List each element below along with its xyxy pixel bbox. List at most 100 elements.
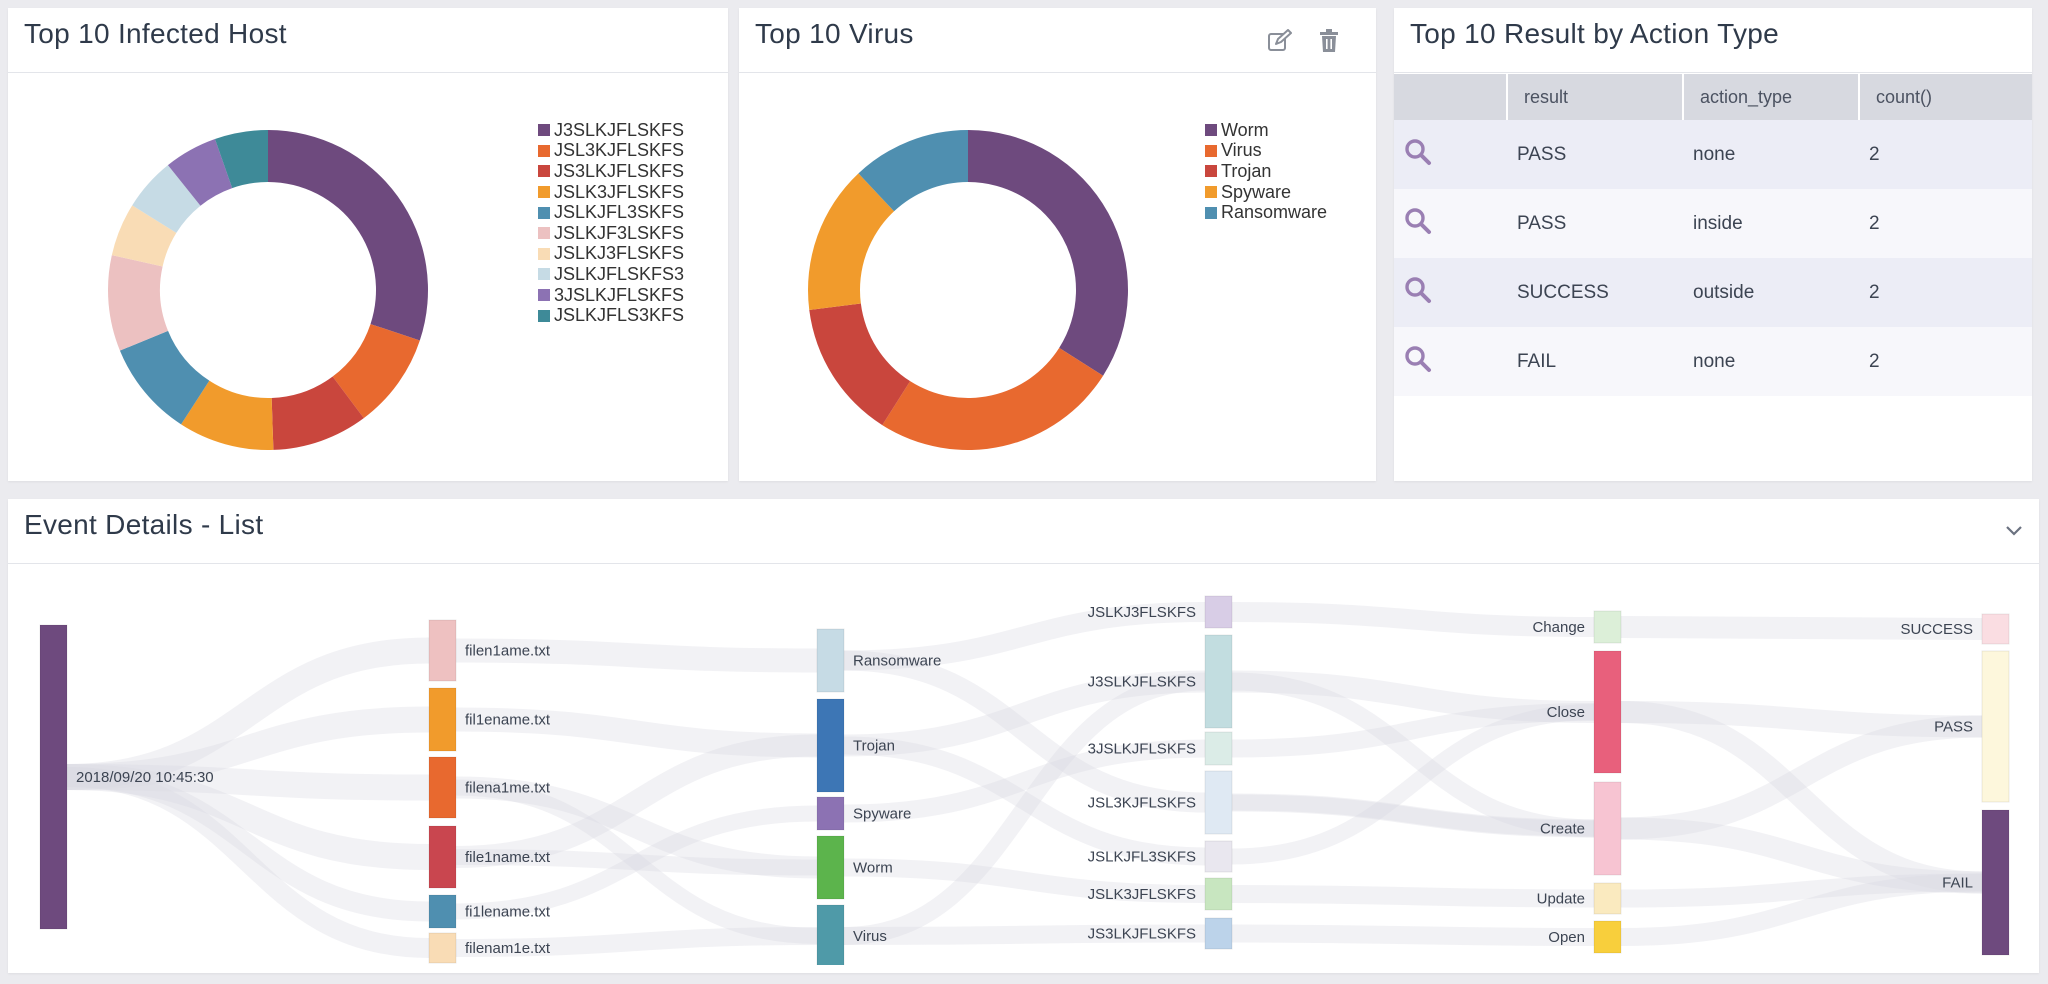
sankey-link[interactable] bbox=[843, 858, 1206, 903]
sankey-node[interactable] bbox=[1204, 917, 1233, 950]
sankey-node[interactable] bbox=[428, 894, 457, 929]
sankey-link[interactable] bbox=[1620, 873, 1983, 908]
legend-item[interactable]: Virus bbox=[1205, 140, 1327, 162]
sankey-node[interactable] bbox=[816, 698, 845, 793]
sankey-link[interactable] bbox=[455, 734, 818, 868]
sankey-node[interactable] bbox=[1204, 770, 1233, 835]
sankey-link[interactable] bbox=[1231, 924, 1595, 946]
search-icon[interactable] bbox=[1404, 345, 1432, 379]
sankey-link[interactable] bbox=[66, 764, 430, 801]
sankey-link[interactable] bbox=[1620, 701, 1983, 894]
sankey-link[interactable] bbox=[1231, 602, 1595, 637]
sankey-node[interactable] bbox=[1981, 650, 2010, 803]
sankey-link[interactable] bbox=[843, 650, 1206, 813]
sankey-link[interactable] bbox=[1231, 794, 1595, 837]
sankey-link[interactable] bbox=[1231, 793, 1595, 838]
table-row[interactable]: PASS inside 2 bbox=[1394, 189, 2032, 258]
legend-item[interactable]: JSLK3JFLSKFS bbox=[538, 182, 684, 203]
sankey-node[interactable] bbox=[1593, 781, 1622, 876]
sankey-node[interactable] bbox=[1593, 650, 1622, 774]
sankey-node[interactable] bbox=[816, 628, 845, 693]
sankey-link[interactable] bbox=[66, 767, 430, 922]
donut-slice[interactable] bbox=[882, 347, 1104, 450]
sankey-node[interactable] bbox=[428, 932, 457, 964]
sankey-link[interactable] bbox=[1231, 703, 1595, 758]
sankey-node[interactable] bbox=[1204, 634, 1233, 729]
table-row[interactable]: FAIL none 2 bbox=[1394, 327, 2032, 396]
sankey-link[interactable] bbox=[843, 672, 1206, 945]
table-row[interactable]: SUCCESS outside 2 bbox=[1394, 258, 2032, 327]
sankey-node[interactable] bbox=[1204, 877, 1233, 911]
trash-icon[interactable] bbox=[1314, 26, 1344, 56]
sankey-node[interactable] bbox=[816, 796, 845, 831]
donut-slice[interactable] bbox=[332, 324, 420, 419]
sankey-link[interactable] bbox=[455, 638, 818, 673]
sankey-link[interactable] bbox=[455, 805, 818, 920]
sankey-link[interactable] bbox=[1231, 885, 1595, 908]
sankey-node[interactable] bbox=[1204, 731, 1233, 766]
legend-item[interactable]: JSLKJFL3SKFS bbox=[538, 202, 684, 223]
legend-item[interactable]: Spyware bbox=[1205, 182, 1327, 203]
sankey-link[interactable] bbox=[455, 927, 818, 957]
legend-item[interactable]: JSLKJ3FLSKFS bbox=[538, 243, 684, 265]
sankey-link[interactable] bbox=[66, 764, 430, 870]
donut-slice[interactable] bbox=[132, 165, 201, 233]
sankey-link[interactable] bbox=[1620, 715, 1983, 840]
legend-item[interactable]: JSLKJFLS3KFS bbox=[538, 305, 684, 326]
legend-item[interactable]: 3JSLKJFLSKFS bbox=[538, 285, 684, 306]
sankey-link[interactable] bbox=[66, 706, 430, 790]
legend-item[interactable]: JSL3KJFLSKFS bbox=[538, 140, 684, 162]
legend-item[interactable]: JS3LKJFLSKFS bbox=[538, 161, 684, 182]
sankey-node[interactable] bbox=[816, 904, 845, 965]
sankey-link[interactable] bbox=[843, 739, 1206, 823]
donut-slice[interactable] bbox=[214, 130, 268, 189]
donut-slice[interactable] bbox=[108, 255, 169, 351]
column-header-count[interactable]: count() bbox=[1859, 74, 2032, 120]
sankey-node[interactable] bbox=[428, 756, 457, 819]
legend-item[interactable]: Ransomware bbox=[1205, 202, 1327, 223]
donut-slice[interactable] bbox=[271, 376, 364, 450]
sankey-link[interactable] bbox=[843, 670, 1206, 757]
sankey-link[interactable] bbox=[455, 849, 818, 876]
sankey-link[interactable] bbox=[1231, 670, 1595, 723]
donut-slice[interactable] bbox=[181, 380, 274, 451]
sankey-node[interactable] bbox=[1593, 610, 1622, 644]
sankey-link[interactable] bbox=[843, 602, 1206, 671]
sankey-node[interactable] bbox=[1204, 595, 1233, 629]
sankey-link[interactable] bbox=[1620, 873, 1983, 946]
sankey-link[interactable] bbox=[1231, 672, 1595, 838]
legend-item[interactable]: JSLKJF3LSKFS bbox=[538, 223, 684, 244]
donut-slice[interactable] bbox=[268, 130, 429, 341]
sankey-node[interactable] bbox=[1981, 809, 2010, 956]
donut-slice[interactable] bbox=[167, 139, 233, 206]
column-header-action-type[interactable]: action_type bbox=[1683, 74, 1860, 120]
legend-item[interactable]: Trojan bbox=[1205, 161, 1327, 182]
donut-slice[interactable] bbox=[968, 130, 1128, 376]
legend-item[interactable]: J3SLKJFLSKFS bbox=[538, 120, 684, 141]
sankey-link[interactable] bbox=[66, 767, 430, 958]
sankey-link[interactable] bbox=[1620, 701, 1983, 738]
donut-slice[interactable] bbox=[111, 205, 177, 267]
sankey-link[interactable] bbox=[1231, 704, 1595, 865]
search-icon[interactable] bbox=[1404, 207, 1432, 241]
sankey-node[interactable] bbox=[428, 825, 457, 889]
table-row[interactable]: PASS none 2 bbox=[1394, 120, 2032, 189]
sankey-link[interactable] bbox=[455, 707, 818, 758]
sankey-link[interactable] bbox=[843, 924, 1206, 945]
sankey-link[interactable] bbox=[1620, 817, 1983, 894]
sankey-link[interactable] bbox=[843, 736, 1206, 866]
search-icon[interactable] bbox=[1404, 276, 1432, 310]
sankey-node[interactable] bbox=[1204, 840, 1233, 873]
sankey-link[interactable] bbox=[455, 776, 818, 879]
donut-slice[interactable] bbox=[808, 173, 895, 311]
sankey-node[interactable] bbox=[428, 619, 457, 682]
sankey-link[interactable] bbox=[66, 637, 430, 790]
sankey-node[interactable] bbox=[428, 687, 457, 752]
donut-slice[interactable] bbox=[858, 130, 968, 212]
sankey-node[interactable] bbox=[1593, 920, 1622, 954]
sankey-node[interactable] bbox=[1593, 882, 1622, 915]
donut-slice[interactable] bbox=[809, 303, 911, 426]
donut-slice[interactable] bbox=[119, 330, 210, 425]
search-icon[interactable] bbox=[1404, 138, 1432, 172]
sankey-link[interactable] bbox=[455, 779, 818, 944]
